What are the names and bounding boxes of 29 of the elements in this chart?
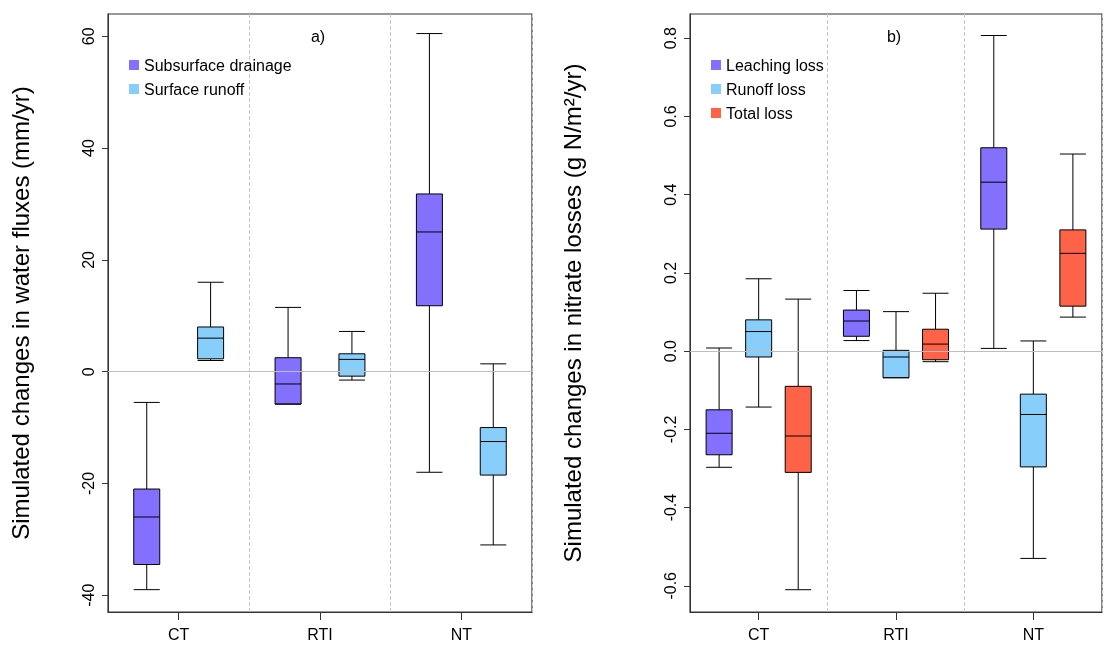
x-tick-label: NT <box>1022 625 1045 643</box>
y-tick-label: -0.4 <box>661 493 679 522</box>
y-tick-label: 0.2 <box>661 261 679 285</box>
legend-label: Runoff loss <box>726 80 806 98</box>
y-tick-label: 0.6 <box>661 105 679 128</box>
y-tick-label: 20 <box>79 250 97 269</box>
x-tick-label: RTI <box>307 625 333 643</box>
y-axis-title: Simulated changes in water fluxes (mm/yr) <box>6 86 34 540</box>
y-tick-label: 0.4 <box>661 183 679 206</box>
x-tick-label: NT <box>450 625 473 643</box>
y-tick-label: 60 <box>79 27 97 46</box>
y-tick-label: 0.0 <box>661 339 679 363</box>
x-tick-label: CT <box>168 625 190 643</box>
y-axis-title: Simulated changes in nitrate losses (g N/m²/yr) <box>558 63 586 563</box>
legend-label: Subsurface drainage <box>144 56 292 74</box>
legend-label: Surface runoff <box>144 80 245 98</box>
y-tick-label: 0 <box>79 367 97 377</box>
legend-label: Total loss <box>726 104 793 122</box>
y-tick-label: -20 <box>79 471 97 496</box>
annotation: b) <box>886 27 902 45</box>
legend-label: Leaching loss <box>726 56 824 74</box>
y-tick-label: -0.6 <box>661 571 679 600</box>
x-tick-label: CT <box>748 625 770 643</box>
annotation: a) <box>310 27 326 45</box>
x-tick-label: RTI <box>883 625 909 643</box>
y-tick-label: 0.8 <box>661 27 679 50</box>
y-tick-label: 40 <box>79 139 97 158</box>
y-tick-label: -40 <box>79 583 97 607</box>
y-tick-label: -0.2 <box>661 415 679 444</box>
